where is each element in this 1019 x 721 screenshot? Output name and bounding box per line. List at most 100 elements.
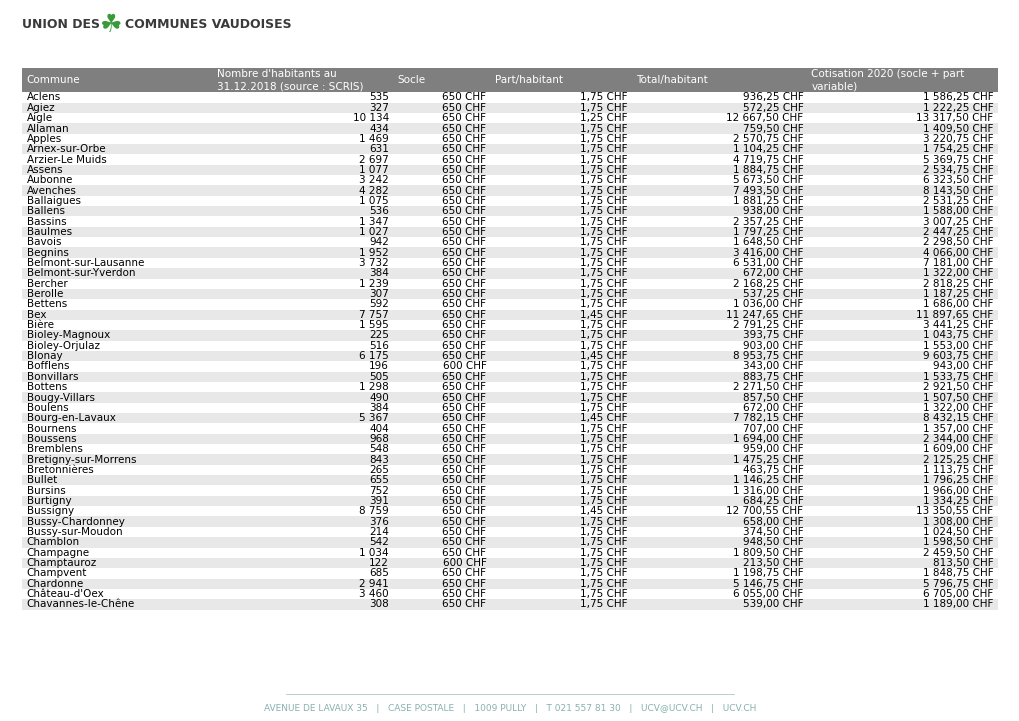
Bar — [22, 578, 997, 589]
Text: 3 460: 3 460 — [359, 589, 388, 599]
Text: 1,75 CHF: 1,75 CHF — [580, 144, 627, 154]
Text: 903,00 CHF: 903,00 CHF — [742, 341, 803, 351]
Text: 685: 685 — [369, 568, 388, 578]
Text: 650 CHF: 650 CHF — [442, 185, 486, 195]
Text: 1,75 CHF: 1,75 CHF — [580, 289, 627, 299]
Text: 1,75 CHF: 1,75 CHF — [580, 103, 627, 112]
Text: 672,00 CHF: 672,00 CHF — [742, 268, 803, 278]
Text: 537,25 CHF: 537,25 CHF — [742, 289, 803, 299]
Bar — [22, 589, 997, 599]
Text: 650 CHF: 650 CHF — [442, 454, 486, 464]
Bar — [22, 133, 997, 144]
Text: 1,75 CHF: 1,75 CHF — [580, 330, 627, 340]
Text: 936,25 CHF: 936,25 CHF — [742, 92, 803, 102]
Text: 308: 308 — [369, 599, 388, 609]
Text: Aubonne: Aubonne — [26, 175, 72, 185]
Text: 1,75 CHF: 1,75 CHF — [580, 216, 627, 226]
Text: 1 586,25 CHF: 1 586,25 CHF — [922, 92, 993, 102]
Text: Bussy-Chardonney: Bussy-Chardonney — [26, 517, 124, 526]
Text: 1 334,25 CHF: 1 334,25 CHF — [922, 496, 993, 506]
Text: 1 189,00 CHF: 1 189,00 CHF — [922, 599, 993, 609]
Text: 11 247,65 CHF: 11 247,65 CHF — [726, 310, 803, 319]
Text: 7 782,15 CHF: 7 782,15 CHF — [732, 413, 803, 423]
Bar — [22, 403, 997, 413]
Text: Belmont-sur-Yverdon: Belmont-sur-Yverdon — [26, 268, 135, 278]
Text: 650 CHF: 650 CHF — [442, 310, 486, 319]
Bar — [22, 237, 997, 247]
Text: 1 694,00 CHF: 1 694,00 CHF — [733, 434, 803, 444]
Text: 1,75 CHF: 1,75 CHF — [580, 134, 627, 144]
Text: Champvent: Champvent — [26, 568, 87, 578]
Bar — [22, 444, 997, 454]
Bar — [22, 185, 997, 196]
Text: 1 036,00 CHF: 1 036,00 CHF — [733, 299, 803, 309]
Text: 1,75 CHF: 1,75 CHF — [580, 237, 627, 247]
Text: 650 CHF: 650 CHF — [442, 392, 486, 402]
Text: 572,25 CHF: 572,25 CHF — [742, 103, 803, 112]
Bar — [22, 309, 997, 320]
Text: 650 CHF: 650 CHF — [442, 289, 486, 299]
Bar — [22, 558, 997, 568]
Bar — [22, 434, 997, 444]
Bar — [22, 92, 997, 102]
Bar — [22, 278, 997, 289]
Text: 1,75 CHF: 1,75 CHF — [580, 496, 627, 506]
Text: 650 CHF: 650 CHF — [442, 403, 486, 413]
Text: 1,75 CHF: 1,75 CHF — [580, 175, 627, 185]
Text: 8 432,15 CHF: 8 432,15 CHF — [922, 413, 993, 423]
Text: 1,75 CHF: 1,75 CHF — [580, 444, 627, 454]
Bar — [22, 475, 997, 485]
Text: 2 531,25 CHF: 2 531,25 CHF — [922, 196, 993, 206]
Text: 1 198,75 CHF: 1 198,75 CHF — [732, 568, 803, 578]
Text: 393,75 CHF: 393,75 CHF — [742, 330, 803, 340]
Text: 1 469: 1 469 — [359, 134, 388, 144]
Text: 1,75 CHF: 1,75 CHF — [580, 361, 627, 371]
Text: 1 316,00 CHF: 1 316,00 CHF — [733, 486, 803, 495]
Bar — [22, 340, 997, 351]
Text: Bofflens: Bofflens — [26, 361, 69, 371]
Text: 650 CHF: 650 CHF — [442, 517, 486, 526]
Text: 1 595: 1 595 — [359, 320, 388, 330]
Text: 650 CHF: 650 CHF — [442, 341, 486, 351]
Text: 8 143,50 CHF: 8 143,50 CHF — [922, 185, 993, 195]
Text: 813,50 CHF: 813,50 CHF — [932, 558, 993, 568]
Text: Aclens: Aclens — [26, 92, 61, 102]
Bar — [22, 351, 997, 361]
Text: 535: 535 — [369, 92, 388, 102]
Text: 2 125,25 CHF: 2 125,25 CHF — [922, 454, 993, 464]
Text: 7 181,00 CHF: 7 181,00 CHF — [922, 258, 993, 268]
Text: 2 168,25 CHF: 2 168,25 CHF — [732, 279, 803, 288]
Text: 600 CHF: 600 CHF — [442, 558, 486, 568]
Text: 1 966,00 CHF: 1 966,00 CHF — [922, 486, 993, 495]
Text: 650 CHF: 650 CHF — [442, 382, 486, 392]
Text: 658,00 CHF: 658,00 CHF — [742, 517, 803, 526]
Bar — [22, 113, 997, 123]
Text: 2 298,50 CHF: 2 298,50 CHF — [922, 237, 993, 247]
Text: 943,00 CHF: 943,00 CHF — [932, 361, 993, 371]
Bar — [22, 247, 997, 258]
Text: Commune: Commune — [26, 76, 81, 85]
Text: Burtigny: Burtigny — [26, 496, 71, 506]
Bar — [22, 413, 997, 423]
Bar — [22, 371, 997, 382]
Bar — [22, 423, 997, 434]
Text: 1,75 CHF: 1,75 CHF — [580, 299, 627, 309]
Bar — [22, 289, 997, 299]
Text: 1 796,25 CHF: 1 796,25 CHF — [922, 475, 993, 485]
Text: 1 298: 1 298 — [359, 382, 388, 392]
Text: 5 796,75 CHF: 5 796,75 CHF — [922, 579, 993, 589]
Text: 7 493,50 CHF: 7 493,50 CHF — [732, 185, 803, 195]
Text: 843: 843 — [369, 454, 388, 464]
Text: 384: 384 — [369, 268, 388, 278]
Text: 10 134: 10 134 — [353, 113, 388, 123]
Text: 1,75 CHF: 1,75 CHF — [580, 434, 627, 444]
Text: 752: 752 — [369, 486, 388, 495]
Text: 3 242: 3 242 — [359, 175, 388, 185]
Text: 1,75 CHF: 1,75 CHF — [580, 527, 627, 537]
Text: 650 CHF: 650 CHF — [442, 496, 486, 506]
Text: 968: 968 — [369, 434, 388, 444]
Text: Chamblon: Chamblon — [26, 537, 79, 547]
Text: 1 881,25 CHF: 1 881,25 CHF — [732, 196, 803, 206]
Text: Boussens: Boussens — [26, 434, 76, 444]
Text: 1 104,25 CHF: 1 104,25 CHF — [732, 144, 803, 154]
